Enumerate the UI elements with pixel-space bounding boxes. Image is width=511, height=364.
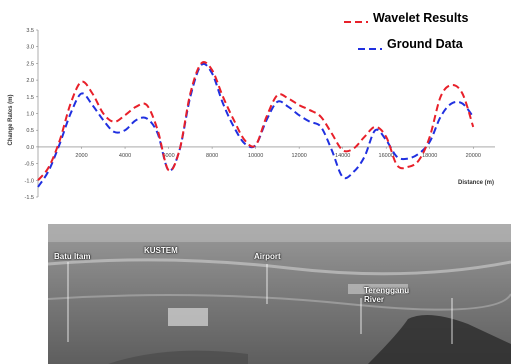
photo-label-kustem: KUSTEM (144, 246, 178, 255)
series-lines (37, 61, 475, 188)
x-tick-label: 4000 (119, 153, 131, 159)
plot-area: 3.5 3.0 2.5 2.0 1.5 1.0 0.5 0.0 -0.5 -1.0 -1.5 200… (25, 28, 495, 201)
aerial-photo-texture (48, 224, 511, 364)
y-tick-label: 1.5 (26, 95, 34, 101)
x-tick-label: 20000 (466, 153, 481, 159)
x-tick-label: 18000 (422, 153, 437, 159)
photo-label-batu-itam: Batu Itam (54, 252, 91, 261)
y-tick-label: -1.0 (25, 178, 34, 184)
x-ticks: 2000 4000 6000 8000 10000 12000 14000 16000 1800… (75, 146, 481, 159)
photo-label-airport: Airport (254, 252, 281, 261)
y-tick-label: -0.5 (25, 162, 34, 168)
legend-label-wavelet: Wavelet Results (373, 11, 468, 25)
x-tick-label: 6000 (162, 153, 174, 159)
y-tick-label: 2.5 (26, 61, 34, 67)
y-tick-label: 2.0 (26, 78, 34, 84)
legend: Wavelet Results Ground Data (344, 11, 468, 51)
y-tick-label: 0.0 (26, 145, 34, 151)
x-tick-label: 10000 (248, 153, 263, 159)
x-tick-label: 14000 (335, 153, 350, 159)
x-tick-label: 2000 (75, 153, 87, 159)
x-tick-label: 8000 (206, 153, 218, 159)
x-axis-title: Distance (m) (458, 180, 494, 186)
y-axis-title: Change Rates (m) (8, 94, 14, 145)
line-chart: 3.5 3.0 2.5 2.0 1.5 1.0 0.5 0.0 -0.5 -1.0 -1.5 200… (8, 11, 495, 201)
series-line-wavelet-results (37, 61, 475, 181)
legend-label-ground: Ground Data (387, 37, 464, 51)
y-ticks: 3.5 3.0 2.5 2.0 1.5 1.0 0.5 0.0 -0.5 -1.0 -1.5 (25, 28, 38, 201)
series-line-ground-data (37, 62, 474, 188)
y-tick-label: 3.5 (26, 28, 34, 34)
y-tick-label: -1.5 (25, 195, 34, 201)
x-tick-label: 16000 (379, 153, 394, 159)
photo-label-terengganu-river: Terengganu River (364, 286, 410, 304)
y-tick-label: 1.0 (26, 112, 34, 118)
x-tick-label: 12000 (291, 153, 306, 159)
aerial-photo: Batu Itam KUSTEM Airport Terengganu Rive… (48, 224, 511, 364)
y-tick-label: 0.5 (26, 128, 34, 134)
y-tick-label: 3.0 (26, 45, 34, 51)
